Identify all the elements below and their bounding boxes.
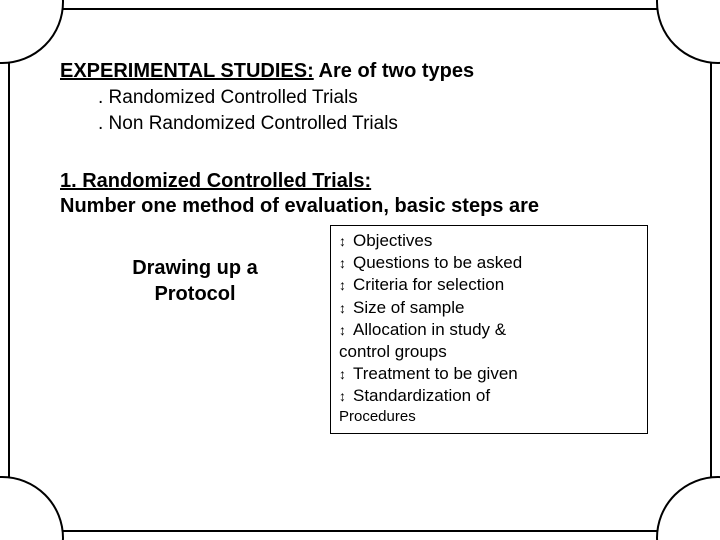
protocol-list-box: ↕Objectives ↕Questions to be asked ↕Crit… bbox=[330, 225, 648, 433]
bullet-icon: ↕ bbox=[339, 254, 353, 272]
list-item: ↕Objectives bbox=[339, 230, 639, 252]
list-item: ↕Criteria for selection bbox=[339, 274, 639, 296]
row-left-label: Drawing up a Protocol bbox=[60, 225, 320, 307]
list-item: ↕Questions to be asked bbox=[339, 252, 639, 274]
heading-lead: EXPERIMENTAL STUDIES: bbox=[60, 60, 314, 82]
list-item: ↕Allocation in study & bbox=[339, 319, 639, 341]
heading-line: EXPERIMENTAL STUDIES: Are of two types bbox=[60, 58, 660, 85]
list-item: ↕Size of sample bbox=[339, 297, 639, 319]
section-2-title: 1. Randomized Controlled Trials: bbox=[60, 170, 660, 193]
list-text: Allocation in study & bbox=[353, 320, 506, 339]
list-text: Criteria for selection bbox=[353, 275, 504, 294]
bullet-icon: ↕ bbox=[339, 299, 353, 317]
protocol-row: Drawing up a Protocol ↕Objectives ↕Quest… bbox=[60, 225, 660, 433]
list-text: Standardization of bbox=[353, 386, 490, 405]
row-left-l2: Protocol bbox=[154, 283, 235, 305]
list-text: Questions to be asked bbox=[353, 253, 522, 272]
section-2-body: Number one method of evaluation, basic s… bbox=[60, 193, 660, 219]
bullet-icon: ↕ bbox=[339, 232, 353, 250]
bullet-icon: ↕ bbox=[339, 276, 353, 294]
heading-sub-2: . Non Randomized Controlled Trials bbox=[98, 111, 660, 137]
list-text: Size of sample bbox=[353, 298, 465, 317]
list-item-cont: Procedures bbox=[339, 407, 639, 427]
row-left-l1: Drawing up a bbox=[132, 257, 258, 279]
bullet-icon: ↕ bbox=[339, 321, 353, 339]
section-2: 1. Randomized Controlled Trials: Number … bbox=[60, 170, 660, 219]
bullet-icon: ↕ bbox=[339, 387, 353, 405]
slide-content: EXPERIMENTAL STUDIES: Are of two types .… bbox=[60, 58, 660, 434]
bullet-icon: ↕ bbox=[339, 365, 353, 383]
list-item-cont: control groups bbox=[339, 341, 639, 363]
heading-rest: Are of two types bbox=[314, 60, 474, 82]
list-item: ↕Treatment to be given bbox=[339, 363, 639, 385]
heading-sub-1: . Randomized Controlled Trials bbox=[98, 85, 660, 111]
list-text: Treatment to be given bbox=[353, 364, 518, 383]
list-text: Objectives bbox=[353, 231, 432, 250]
list-item: ↕Standardization of bbox=[339, 385, 639, 407]
